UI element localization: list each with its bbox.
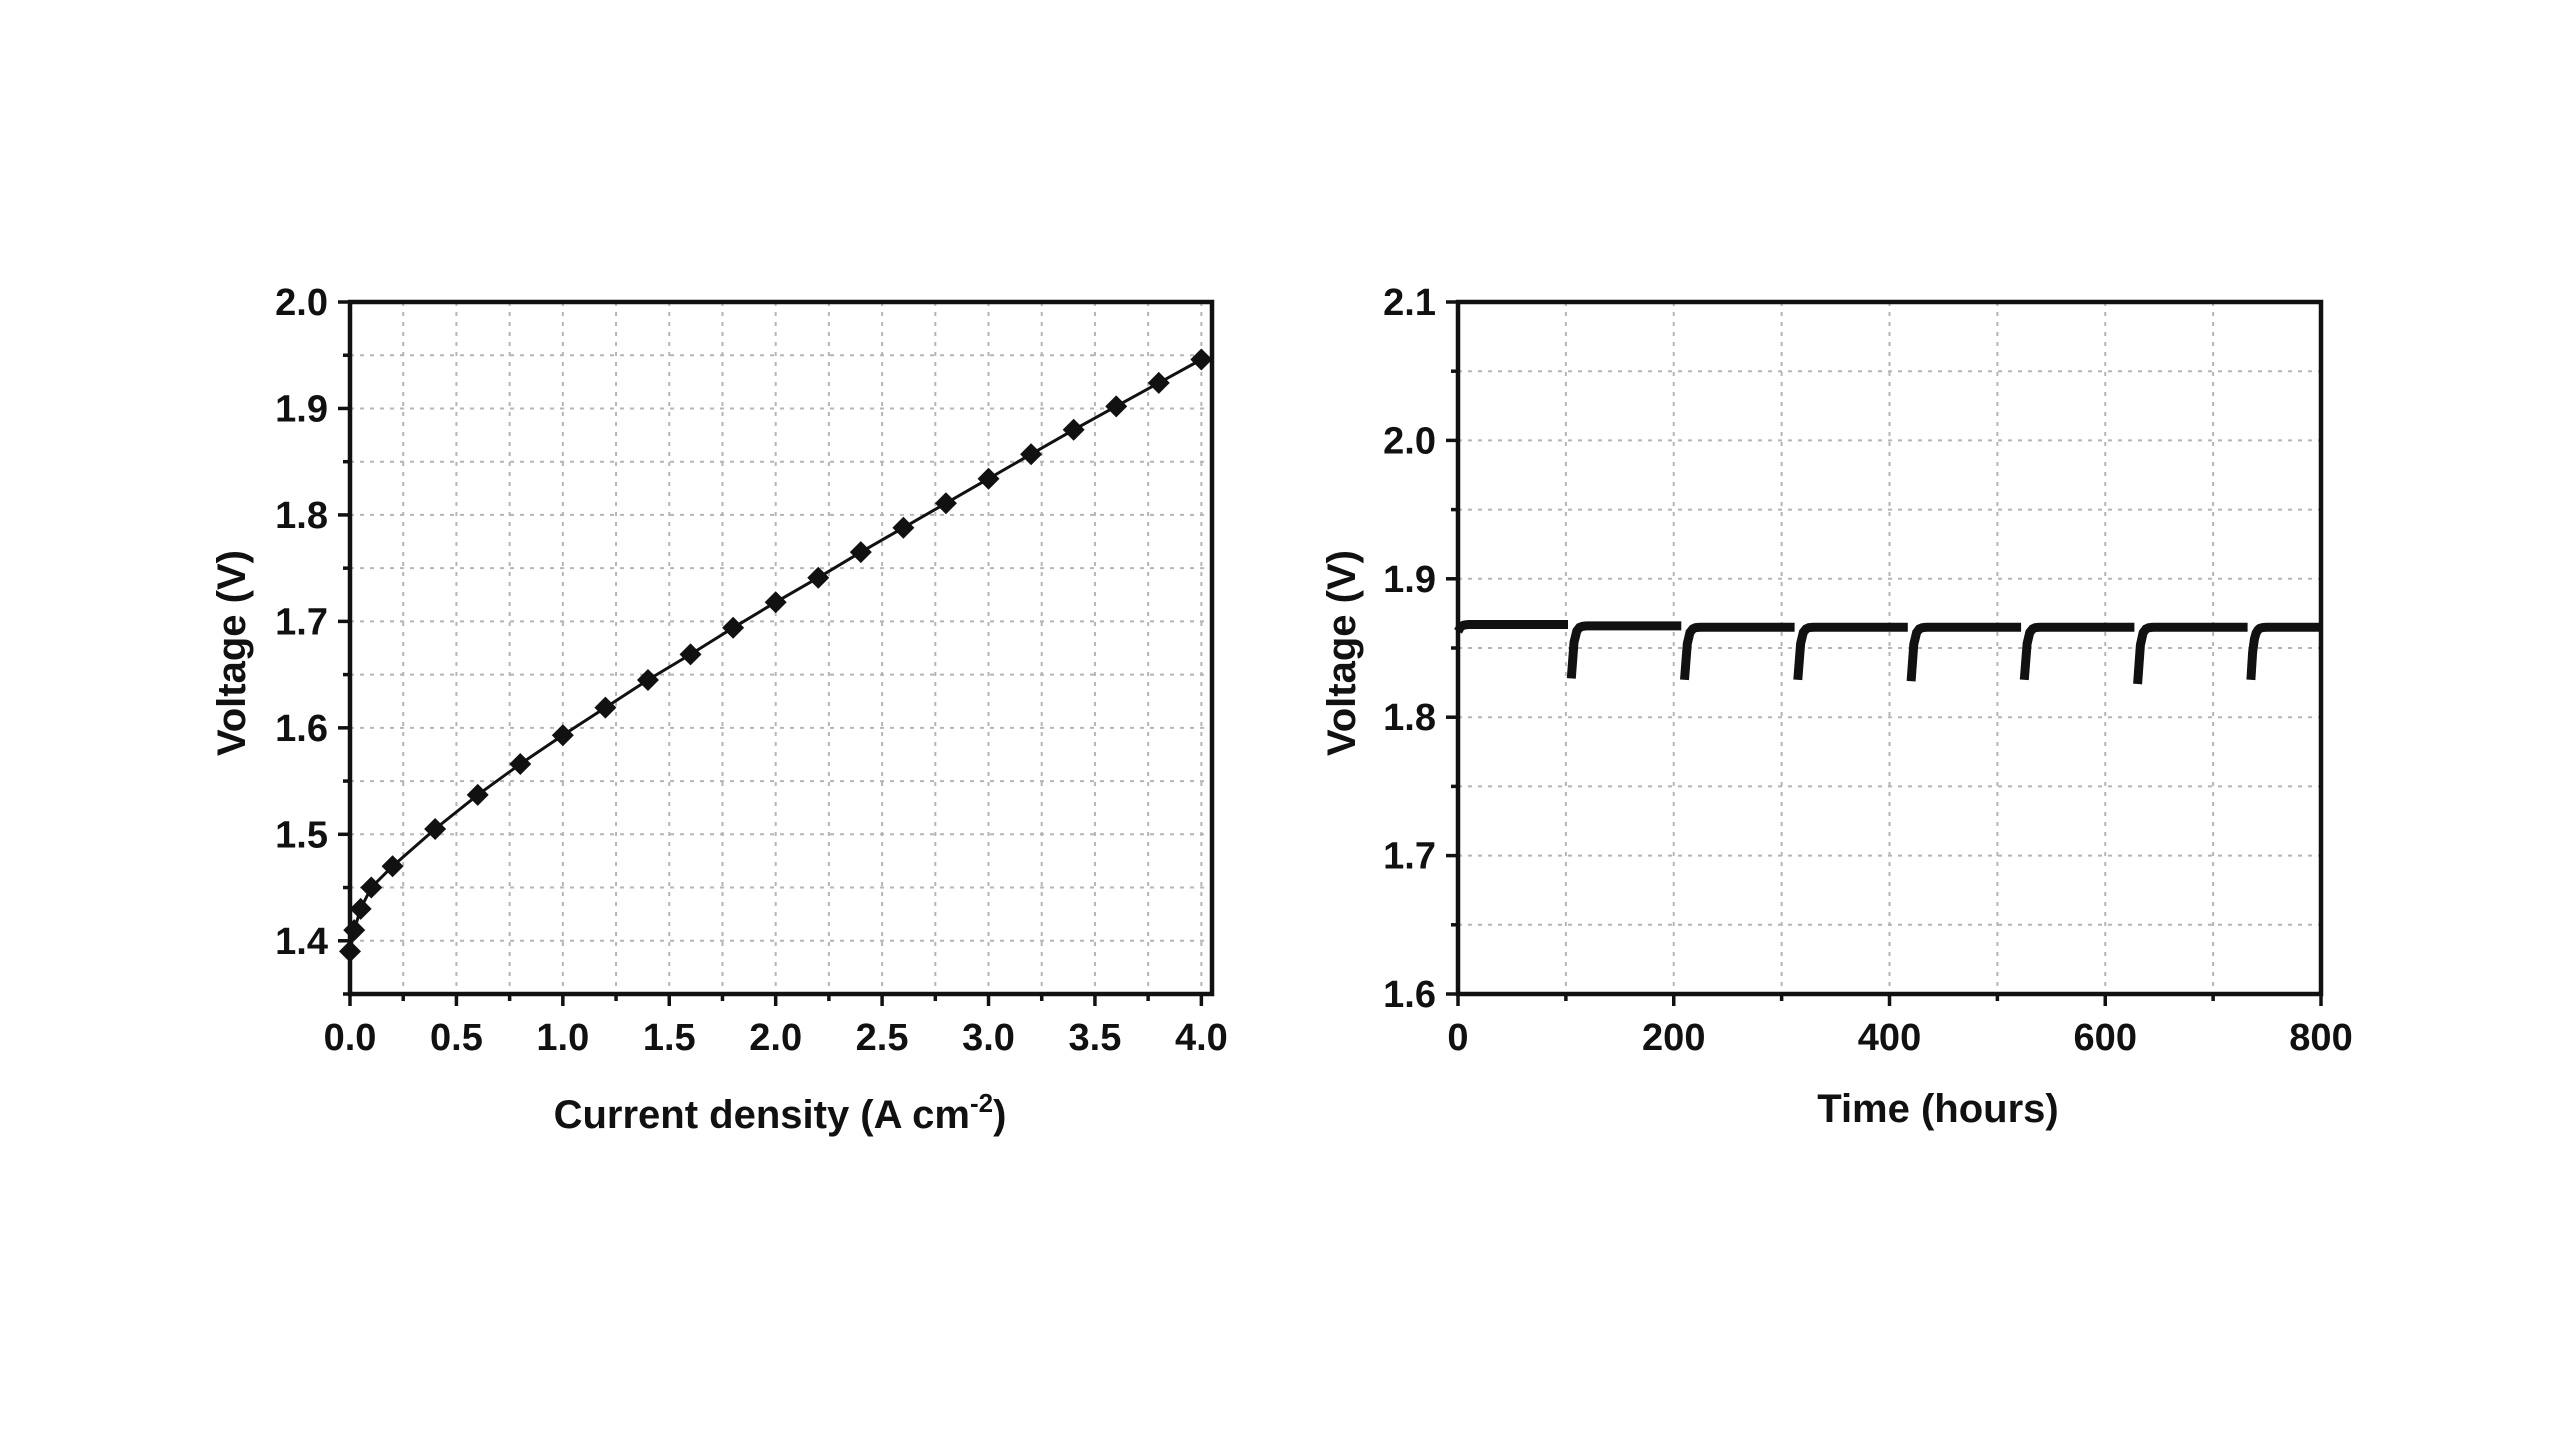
left-data-point bbox=[466, 783, 489, 806]
left-data-point bbox=[807, 566, 830, 589]
left-x-axis-title: Current density (A cm-2) bbox=[554, 1088, 1007, 1137]
right-voltage-segments bbox=[1454, 620, 2321, 685]
left-y-tick-label: 1.9 bbox=[275, 388, 328, 430]
left-y-tick-labels: 1.4 1.5 1.6 1.7 1.8 1.9 2.0 bbox=[275, 282, 328, 963]
right-x-axis-title: Time (hours) bbox=[1817, 1087, 2059, 1131]
right-x-tick-label: 0 bbox=[1447, 1017, 1468, 1059]
left-data-point bbox=[1190, 348, 1213, 371]
left-x-tick-label: 3.5 bbox=[1069, 1017, 1122, 1059]
right-x-tick-labels: 0 200 400 600 800 bbox=[1447, 1017, 2352, 1059]
left-data-point bbox=[1105, 395, 1128, 418]
right-voltage-segment bbox=[1793, 622, 1908, 681]
left-data-point bbox=[360, 876, 383, 899]
left-data-point bbox=[636, 668, 659, 691]
right-voltage-segment bbox=[1566, 621, 1682, 679]
right-ticks bbox=[1446, 300, 2323, 1006]
right-y-tick-label: 1.6 bbox=[1383, 974, 1436, 1016]
left-y-tick-label: 1.7 bbox=[275, 601, 328, 643]
left-data-point bbox=[764, 591, 787, 614]
right-y-axis-title: Voltage (V) bbox=[1320, 550, 1364, 756]
left-data-point bbox=[424, 817, 447, 840]
left-x-tick-label: 1.0 bbox=[536, 1017, 589, 1059]
left-data-point bbox=[381, 855, 404, 878]
left-y-tick-label: 1.4 bbox=[275, 921, 328, 963]
left-ticks bbox=[338, 300, 1204, 1006]
left-data-point bbox=[679, 643, 702, 666]
right-x-tick-label: 400 bbox=[1858, 1017, 1921, 1059]
left-data-point bbox=[722, 616, 745, 639]
right-voltage-segment bbox=[2019, 622, 2135, 681]
left-grid bbox=[350, 302, 1212, 994]
right-y-tick-labels: 1.6 1.7 1.8 1.9 2.0 2.1 bbox=[1383, 282, 1436, 1016]
right-y-tick-label: 2.0 bbox=[1383, 420, 1436, 462]
left-data-point bbox=[594, 696, 617, 719]
left-x-tick-label: 0.5 bbox=[430, 1017, 483, 1059]
right-voltage-segment bbox=[1454, 620, 1568, 634]
left-y-tick-label: 1.6 bbox=[275, 708, 328, 750]
left-data-point bbox=[934, 492, 957, 515]
right-grid bbox=[1458, 302, 2321, 994]
left-data-point bbox=[1147, 371, 1170, 394]
right-voltage-segment bbox=[1680, 622, 1795, 681]
left-y-tick-label: 1.8 bbox=[275, 495, 328, 537]
left-data-point bbox=[977, 467, 1000, 490]
durability-chart: 0 200 400 600 800 1.6 1.7 1.8 1.9 2.0 2.1 Time (h… bbox=[1320, 282, 2353, 1131]
right-y-tick-label: 1.8 bbox=[1383, 697, 1436, 739]
right-voltage-segment bbox=[2246, 622, 2321, 681]
polarization-chart: 0.0 0.5 1.0 1.5 2.0 2.5 3.0 3.5 4.0 1.4 1.5 1.6 1.7… bbox=[210, 282, 1228, 1137]
left-x-tick-label: 3.0 bbox=[962, 1017, 1015, 1059]
right-y-tick-label: 1.7 bbox=[1383, 836, 1436, 878]
left-data-point bbox=[509, 753, 532, 776]
left-y-tick-label: 2.0 bbox=[275, 282, 328, 324]
left-x-tick-label: 2.5 bbox=[856, 1017, 909, 1059]
left-data-point bbox=[1020, 443, 1043, 466]
right-voltage-segment bbox=[1906, 622, 2022, 682]
left-y-axis-title: Voltage (V) bbox=[210, 550, 254, 756]
left-data-point bbox=[892, 516, 915, 539]
left-x-tick-label: 2.0 bbox=[749, 1017, 802, 1059]
left-data-point bbox=[1062, 418, 1085, 441]
left-data-point bbox=[849, 541, 872, 564]
left-x-tick-label: 4.0 bbox=[1175, 1017, 1228, 1059]
left-y-tick-label: 1.5 bbox=[275, 814, 328, 856]
left-data-point bbox=[349, 897, 372, 920]
right-y-tick-label: 2.1 bbox=[1383, 282, 1436, 324]
left-x-tick-label: 1.5 bbox=[643, 1017, 696, 1059]
left-data-point bbox=[343, 919, 366, 942]
right-x-tick-label: 200 bbox=[1642, 1017, 1705, 1059]
right-x-tick-label: 600 bbox=[2074, 1017, 2137, 1059]
left-plot-frame bbox=[347, 299, 1215, 997]
left-data-point bbox=[551, 724, 574, 747]
left-x-tick-labels: 0.0 0.5 1.0 1.5 2.0 2.5 3.0 3.5 4.0 bbox=[324, 1017, 1228, 1059]
right-y-tick-label: 1.9 bbox=[1383, 559, 1436, 601]
left-x-tick-label: 0.0 bbox=[324, 1017, 377, 1059]
right-voltage-segment bbox=[2133, 622, 2248, 685]
right-x-tick-label: 800 bbox=[2289, 1017, 2352, 1059]
